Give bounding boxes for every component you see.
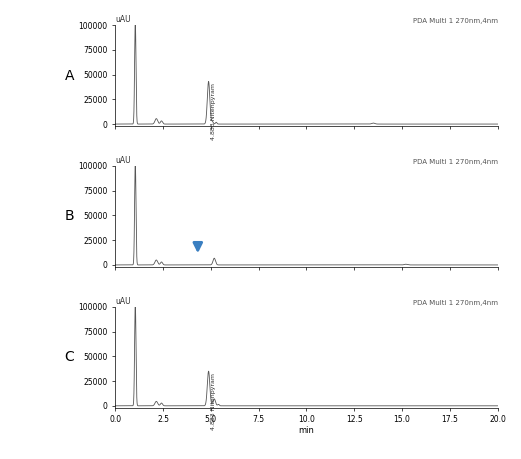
Text: 4.883 Nitenpyram: 4.883 Nitenpyram (211, 373, 216, 430)
X-axis label: min: min (299, 426, 314, 435)
Text: PDA Multi 1 270nm,4nm: PDA Multi 1 270nm,4nm (413, 159, 498, 165)
Text: B: B (65, 209, 74, 224)
Text: uAU: uAU (115, 15, 131, 24)
Text: C: C (65, 350, 74, 364)
Text: PDA Multi 1 270nm,4nm: PDA Multi 1 270nm,4nm (413, 300, 498, 306)
Text: 4.883 Nitenpyram: 4.883 Nitenpyram (211, 84, 216, 140)
Text: uAU: uAU (115, 156, 131, 165)
Text: uAU: uAU (115, 297, 131, 306)
Text: PDA Multi 1 270nm,4nm: PDA Multi 1 270nm,4nm (413, 18, 498, 24)
Text: A: A (65, 68, 74, 83)
